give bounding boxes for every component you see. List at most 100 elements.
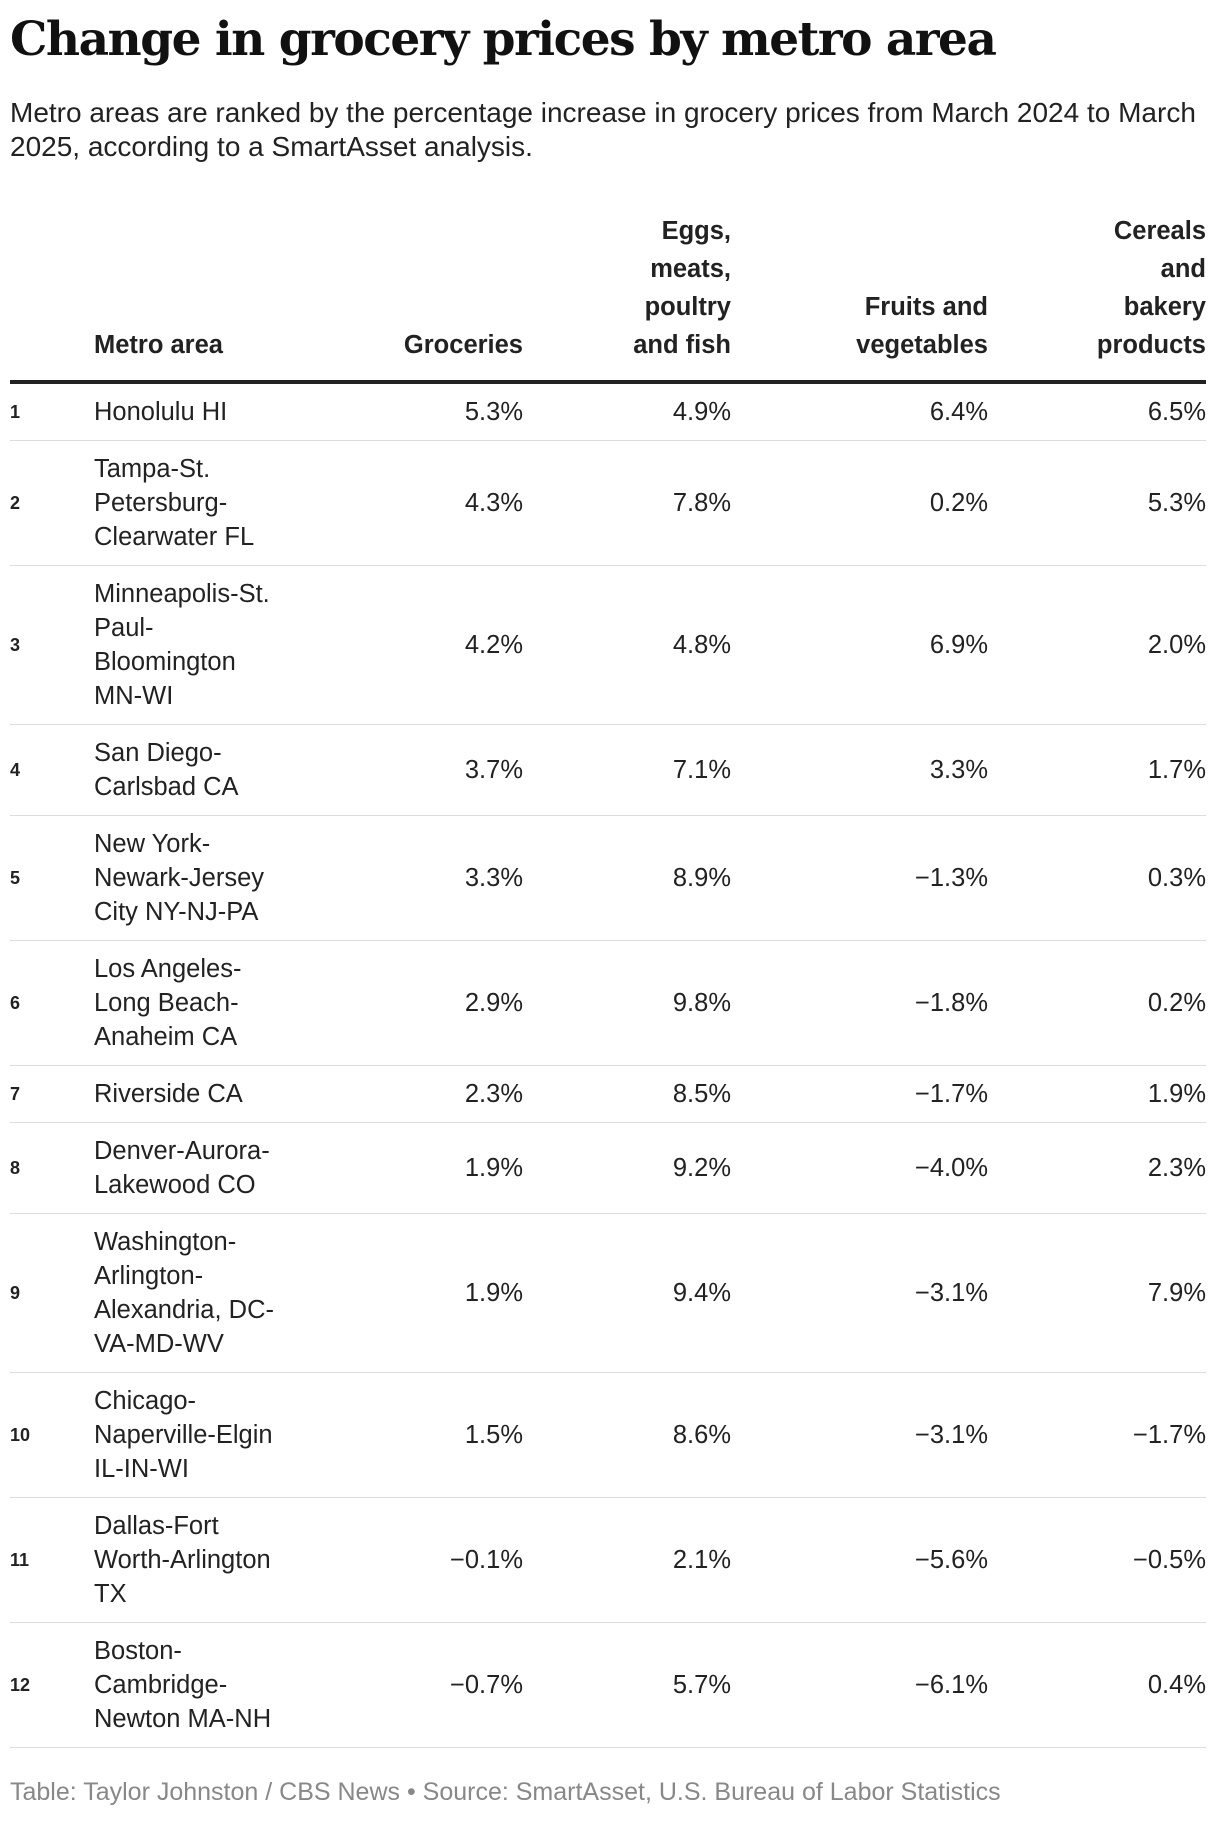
value-cell: 0.2% <box>988 940 1206 1066</box>
metro-cell: Tampa-St. Petersburg-Clearwater FL <box>94 440 294 566</box>
metro-cell: Washington-Arlington-Alexandria, DC-VA-M… <box>94 1213 294 1373</box>
value-cell: −3.1% <box>731 1372 988 1498</box>
rank-cell: 6 <box>10 940 94 1066</box>
value-cell: 8.6% <box>523 1372 731 1498</box>
value-cell: 6.5% <box>988 382 1206 441</box>
value-cell: 3.7% <box>294 724 523 816</box>
value-cell: 3.3% <box>731 724 988 816</box>
table-row: 3 Minneapolis-St. Paul-Bloomington MN-WI 4… <box>10 565 1206 725</box>
table-row: 12 Boston-Cambridge-Newton MA-NH −0.7% 5.7%… <box>10 1622 1206 1748</box>
value-cell: 7.8% <box>523 440 731 566</box>
header-row: Metro area Groceries Eggs, meats, poultry … <box>10 212 1206 384</box>
value-cell: 0.4% <box>988 1622 1206 1748</box>
value-cell: 2.9% <box>294 940 523 1066</box>
column-header: Cereals and bakery products <box>988 212 1206 384</box>
data-table: Metro area Groceries Eggs, meats, poultry … <box>10 212 1206 1748</box>
column-header-text: Groceries <box>403 331 523 359</box>
column-header: Groceries <box>294 212 523 384</box>
value-cell: −0.5% <box>988 1497 1206 1623</box>
value-cell: 5.3% <box>988 440 1206 566</box>
metro-cell: Denver-Aurora-Lakewood CO <box>94 1122 294 1214</box>
table-row: 8 Denver-Aurora-Lakewood CO 1.9% 9.2% −4.0% 2… <box>10 1122 1206 1214</box>
rank-cell: 4 <box>10 724 94 816</box>
column-header-text: Eggs, meats, poultry and fish <box>633 217 731 359</box>
value-cell: −6.1% <box>731 1622 988 1748</box>
value-cell: 1.9% <box>294 1213 523 1373</box>
metro-cell: Riverside CA <box>94 1065 294 1123</box>
value-cell: −4.0% <box>731 1122 988 1214</box>
value-cell: 0.3% <box>988 815 1206 941</box>
column-header-text: Cereals and bakery products <box>1096 217 1206 359</box>
value-cell: 6.9% <box>731 565 988 725</box>
metro-cell: Minneapolis-St. Paul-Bloomington MN-WI <box>94 565 294 725</box>
rank-cell: 9 <box>10 1213 94 1373</box>
metro-cell: Los Angeles-Long Beach-Anaheim CA <box>94 940 294 1066</box>
table-row: 7 Riverside CA 2.3% 8.5% −1.7% 1.9% <box>10 1065 1206 1123</box>
value-cell: −1.8% <box>731 940 988 1066</box>
value-cell: −0.7% <box>294 1622 523 1748</box>
value-cell: 8.5% <box>523 1065 731 1123</box>
value-cell: 3.3% <box>294 815 523 941</box>
table-body: 1 Honolulu HI 5.3% 4.9% 6.4% 6.5% 2 Tampa-St. P… <box>10 382 1206 1748</box>
value-cell: 0.2% <box>731 440 988 566</box>
title: Change in grocery prices by metro area <box>10 12 997 67</box>
value-cell: 5.3% <box>294 382 523 441</box>
value-cell: 1.5% <box>294 1372 523 1498</box>
value-cell: −1.7% <box>988 1372 1206 1498</box>
column-header: Fruits and vegetables <box>731 212 988 384</box>
table-row: 10 Chicago-Naperville-Elgin IL-IN-WI 1.5% 8… <box>10 1372 1206 1498</box>
value-cell: −3.1% <box>731 1213 988 1373</box>
value-cell: 4.8% <box>523 565 731 725</box>
value-cell: 9.4% <box>523 1213 731 1373</box>
table-row: 1 Honolulu HI 5.3% 4.9% 6.4% 6.5% <box>10 382 1206 441</box>
value-cell: 2.3% <box>988 1122 1206 1214</box>
table-row: 2 Tampa-St. Petersburg-Clearwater FL 4.3% 7… <box>10 440 1206 566</box>
value-cell: 6.4% <box>731 382 988 441</box>
column-header: Eggs, meats, poultry and fish <box>523 212 731 384</box>
metro-cell: San Diego-Carlsbad CA <box>94 724 294 816</box>
value-cell: 9.8% <box>523 940 731 1066</box>
subtitle: Metro areas are ranked by the percentage… <box>10 97 1196 162</box>
value-cell: 9.2% <box>523 1122 731 1214</box>
value-cell: 2.1% <box>523 1497 731 1623</box>
rank-cell: 10 <box>10 1372 94 1498</box>
metro-cell: Dallas-Fort Worth-Arlington TX <box>94 1497 294 1623</box>
rank-cell: 11 <box>10 1497 94 1623</box>
value-cell: 1.7% <box>988 724 1206 816</box>
rank-cell: 12 <box>10 1622 94 1748</box>
value-cell: −0.1% <box>294 1497 523 1623</box>
table-row: 4 San Diego-Carlsbad CA 3.7% 7.1% 3.3% 1.7% <box>10 724 1206 816</box>
rank-cell: 5 <box>10 815 94 941</box>
value-cell: 1.9% <box>988 1065 1206 1123</box>
metro-cell: New York-Newark-Jersey City NY-NJ-PA <box>94 815 294 941</box>
value-cell: 7.9% <box>988 1213 1206 1373</box>
value-cell: 4.2% <box>294 565 523 725</box>
rank-cell: 2 <box>10 440 94 566</box>
value-cell: 8.9% <box>523 815 731 941</box>
value-cell: −1.7% <box>731 1065 988 1123</box>
metro-cell: Boston-Cambridge-Newton MA-NH <box>94 1622 294 1748</box>
table-row: 9 Washington-Arlington-Alexandria, DC-VA-… <box>10 1213 1206 1373</box>
metro-cell: Honolulu HI <box>94 382 294 441</box>
metro-cell: Chicago-Naperville-Elgin IL-IN-WI <box>94 1372 294 1498</box>
value-cell: 4.9% <box>523 382 731 441</box>
footer: Table: Taylor Johnston / CBS News • Sour… <box>10 1778 1001 1806</box>
rank-cell: 7 <box>10 1065 94 1123</box>
value-cell: 7.1% <box>523 724 731 816</box>
table-row: 11 Dallas-Fort Worth-Arlington TX −0.1% 2.1… <box>10 1497 1206 1623</box>
column-header: Metro area <box>94 212 294 384</box>
value-cell: 4.3% <box>294 440 523 566</box>
rank-cell: 1 <box>10 382 94 441</box>
value-cell: 2.3% <box>294 1065 523 1123</box>
column-header <box>10 212 94 384</box>
value-cell: −5.6% <box>731 1497 988 1623</box>
table-head: Metro area Groceries Eggs, meats, poultry … <box>10 212 1206 384</box>
table-row: 5 New York-Newark-Jersey City NY-NJ-PA 3.3… <box>10 815 1206 941</box>
value-cell: 1.9% <box>294 1122 523 1214</box>
value-cell: 5.7% <box>523 1622 731 1748</box>
table-row: 6 Los Angeles-Long Beach-Anaheim CA 2.9% 9.… <box>10 940 1206 1066</box>
column-header-text: Fruits and vegetables <box>856 293 988 359</box>
rank-cell: 3 <box>10 565 94 725</box>
value-cell: −1.3% <box>731 815 988 941</box>
